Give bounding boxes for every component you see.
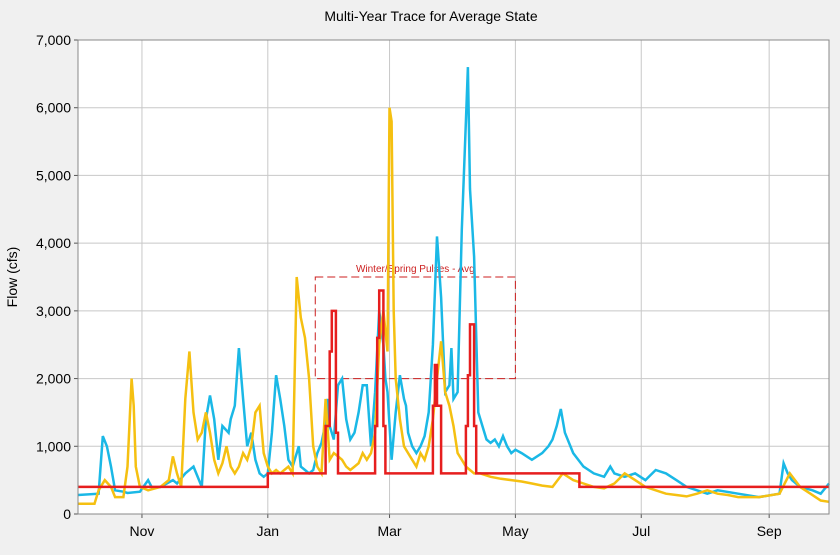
x-tick-label: Jul — [632, 523, 650, 539]
x-tick-label: Sep — [757, 523, 782, 539]
annotation-group: Winter/Spring Pulses - Avg — [314, 264, 516, 380]
x-tick-label: Nov — [130, 523, 155, 539]
x-tick-label: Mar — [377, 523, 401, 539]
y-tick-label: 3,000 — [36, 303, 71, 319]
y-tick-labels: 0 1,000 2,000 3,000 4,000 5,000 6,000 7,000 — [36, 32, 71, 522]
y-tick-label: 2,000 — [36, 371, 71, 387]
y-tick-label: 5,000 — [36, 167, 71, 183]
y-tick-label: 1,000 — [36, 438, 71, 454]
y-axis-label: Flow (cfs) — [4, 247, 20, 308]
chart-title: Multi-Year Trace for Average State — [324, 8, 537, 24]
plot-frame — [77, 39, 830, 515]
y-tick-label: 6,000 — [36, 100, 71, 116]
x-tick-label: May — [502, 523, 528, 539]
annotation-label: Winter/Spring Pulses - Avg — [356, 264, 475, 275]
y-tick-label: 0 — [63, 506, 71, 522]
series-group — [77, 67, 830, 506]
x-tick-labels: Nov Jan Mar May Jul Sep — [130, 523, 782, 539]
y-tick-label: 7,000 — [36, 32, 71, 48]
annotation-box — [314, 276, 516, 380]
y-tick-label: 4,000 — [36, 235, 71, 251]
red-series-line — [78, 289, 829, 489]
x-tick-label: Jan — [257, 523, 280, 539]
